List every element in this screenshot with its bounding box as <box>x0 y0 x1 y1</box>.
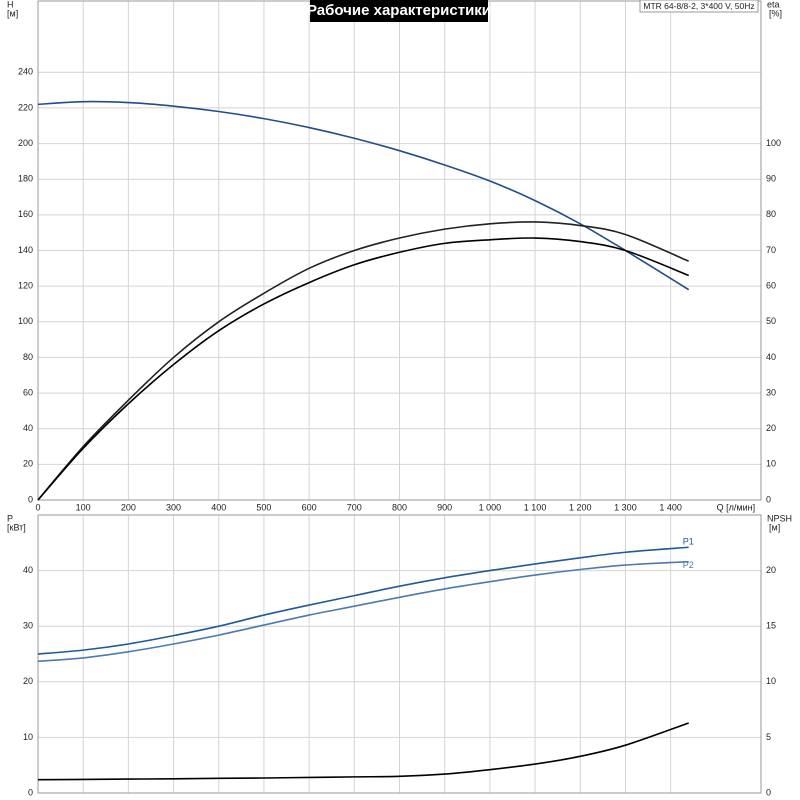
chart-subtitle: MTR 64-8/8-2, 3*400 V, 50Hz <box>643 1 754 11</box>
y2-tick-label: 20 <box>766 423 776 433</box>
curve <box>37 100 690 291</box>
title-box <box>310 0 488 22</box>
y-tick-label: 100 <box>18 316 33 326</box>
x-tick-label: 300 <box>166 502 181 512</box>
y2-tick-label: 10 <box>766 459 776 469</box>
y2-tick-label: 40 <box>766 352 776 362</box>
y-tick-label: 80 <box>23 352 33 362</box>
y-tick-label: 0 <box>28 494 33 504</box>
y2-tick-label: 50 <box>766 316 776 326</box>
x-tick-label: 1 300 <box>614 502 637 512</box>
x-axis-label: Q [л/мин] <box>717 502 755 512</box>
y-tick-label: 140 <box>18 245 33 255</box>
y-tick-label: 0 <box>28 787 33 797</box>
x-tick-label: 1 400 <box>659 502 682 512</box>
x-tick-label: 400 <box>211 502 226 512</box>
y-axis-label: H <box>7 0 14 9</box>
curve <box>37 221 690 501</box>
y2-tick-label: 100 <box>766 138 781 148</box>
y-tick-label: 200 <box>18 138 33 148</box>
y-tick-label: 60 <box>23 387 33 397</box>
y-axis-label: P <box>7 513 13 523</box>
y2-tick-label: 0 <box>766 787 771 797</box>
y-tick-label: 40 <box>23 423 33 433</box>
x-tick-label: 600 <box>302 502 317 512</box>
y2-tick-label: 10 <box>766 676 776 686</box>
y-tick-label: 30 <box>23 621 33 631</box>
x-tick-label: 1 000 <box>479 502 502 512</box>
y-tick-label: 20 <box>23 676 33 686</box>
x-tick-label: 100 <box>76 502 91 512</box>
y-axis-unit: [кВт] <box>7 522 26 532</box>
x-tick-label: 0 <box>35 502 40 512</box>
y-tick-label: 180 <box>18 174 33 184</box>
x-tick-label: 900 <box>437 502 452 512</box>
y-tick-label: 20 <box>23 459 33 469</box>
x-tick-label: 1 200 <box>569 502 592 512</box>
x-tick-label: 1 100 <box>524 502 547 512</box>
curve <box>37 546 689 655</box>
x-tick-label: 200 <box>121 502 136 512</box>
chart-title: Рабочие характеристики <box>307 2 491 19</box>
series-label: P1 <box>683 537 694 547</box>
y-tick-label: 220 <box>18 102 33 112</box>
y2-tick-label: 90 <box>766 174 776 184</box>
y-tick-label: 10 <box>23 732 33 742</box>
x-tick-label: 500 <box>256 502 271 512</box>
y2-tick-label: 80 <box>766 209 776 219</box>
y-tick-label: 120 <box>18 281 33 291</box>
x-tick-label: 700 <box>347 502 362 512</box>
y-tick-label: 160 <box>18 209 33 219</box>
series-label: P2 <box>683 560 694 570</box>
y2-tick-label: 15 <box>766 621 776 631</box>
y2-tick-label: 70 <box>766 245 776 255</box>
y2-axis-unit: [м] <box>769 522 780 532</box>
subtitle-box <box>639 0 759 13</box>
y2-tick-label: 20 <box>766 565 776 575</box>
y2-axis-label: NPSH <box>767 513 792 523</box>
curve <box>37 560 689 663</box>
y2-axis-label: eta <box>767 0 780 9</box>
x-tick-label: 800 <box>392 502 407 512</box>
y2-tick-label: 5 <box>766 732 771 742</box>
curve <box>37 237 689 501</box>
y2-axis-unit: [%] <box>769 8 782 18</box>
y2-tick-label: 60 <box>766 281 776 291</box>
y-tick-label: 240 <box>18 67 33 77</box>
curve <box>37 722 689 781</box>
y2-tick-label: 30 <box>766 387 776 397</box>
y-axis-unit: [м] <box>7 8 18 18</box>
y-tick-label: 40 <box>23 565 33 575</box>
y2-tick-label: 0 <box>766 494 771 504</box>
